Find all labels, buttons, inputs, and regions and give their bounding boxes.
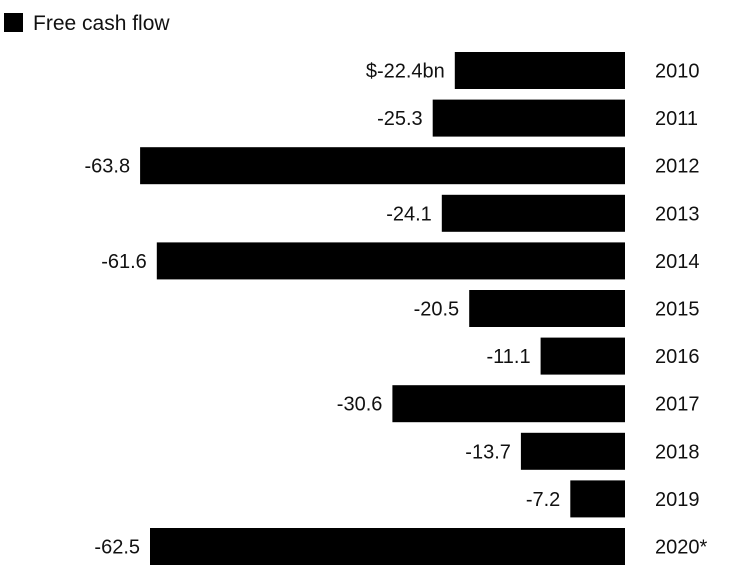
value-label-2019: -7.2 xyxy=(526,489,560,511)
category-label-2013: 2013 xyxy=(655,203,700,225)
bar-2018 xyxy=(520,432,625,470)
category-label-2016: 2016 xyxy=(655,346,700,368)
value-label-2018: -13.7 xyxy=(465,441,511,463)
value-label-2014: -61.6 xyxy=(101,251,147,273)
year-labels-group: 2010 2011 2012 2013 2014 2015 2016 2017 2018 2019… xyxy=(655,61,707,559)
category-label-2017: 2017 xyxy=(655,394,700,416)
value-label-2020: -62.5 xyxy=(94,537,140,559)
legend-label: Free cash flow xyxy=(33,12,170,35)
category-label-2011: 2011 xyxy=(655,108,698,130)
bar-2013 xyxy=(441,194,625,232)
category-label-2010: 2010 xyxy=(655,61,700,83)
bar-2011 xyxy=(432,99,625,137)
value-label-2013: -24.1 xyxy=(386,203,432,225)
bar-2020 xyxy=(150,528,625,565)
value-label-2015: -20.5 xyxy=(414,299,460,321)
category-label-2014: 2014 xyxy=(655,251,700,273)
bar-2012 xyxy=(140,147,625,185)
value-label-2017: -30.6 xyxy=(337,394,383,416)
value-labels-group: $-22.4bn -25.3 -63.8 -24.1 -61.6 -20.5 -11.1 -3… xyxy=(85,61,561,559)
bar-2014 xyxy=(156,242,626,280)
value-label-2011: -25.3 xyxy=(377,108,423,130)
value-label-2010: $-22.4bn xyxy=(366,61,445,83)
category-label-2020: 2020* xyxy=(655,537,707,559)
legend-swatch xyxy=(4,13,23,32)
value-label-2016: -11.1 xyxy=(486,346,530,368)
category-label-2018: 2018 xyxy=(655,441,700,463)
category-label-2012: 2012 xyxy=(655,156,700,178)
bar-2010 xyxy=(454,52,625,89)
bar-2019 xyxy=(570,480,625,518)
category-label-2015: 2015 xyxy=(655,299,700,321)
bar-2016 xyxy=(540,337,625,375)
bar-2015 xyxy=(469,290,625,327)
value-label-2012: -63.8 xyxy=(85,156,131,178)
bar-2017 xyxy=(392,385,625,423)
bars-group xyxy=(140,52,626,565)
category-label-2019: 2019 xyxy=(655,489,700,511)
legend: Free cash flow xyxy=(4,12,170,35)
